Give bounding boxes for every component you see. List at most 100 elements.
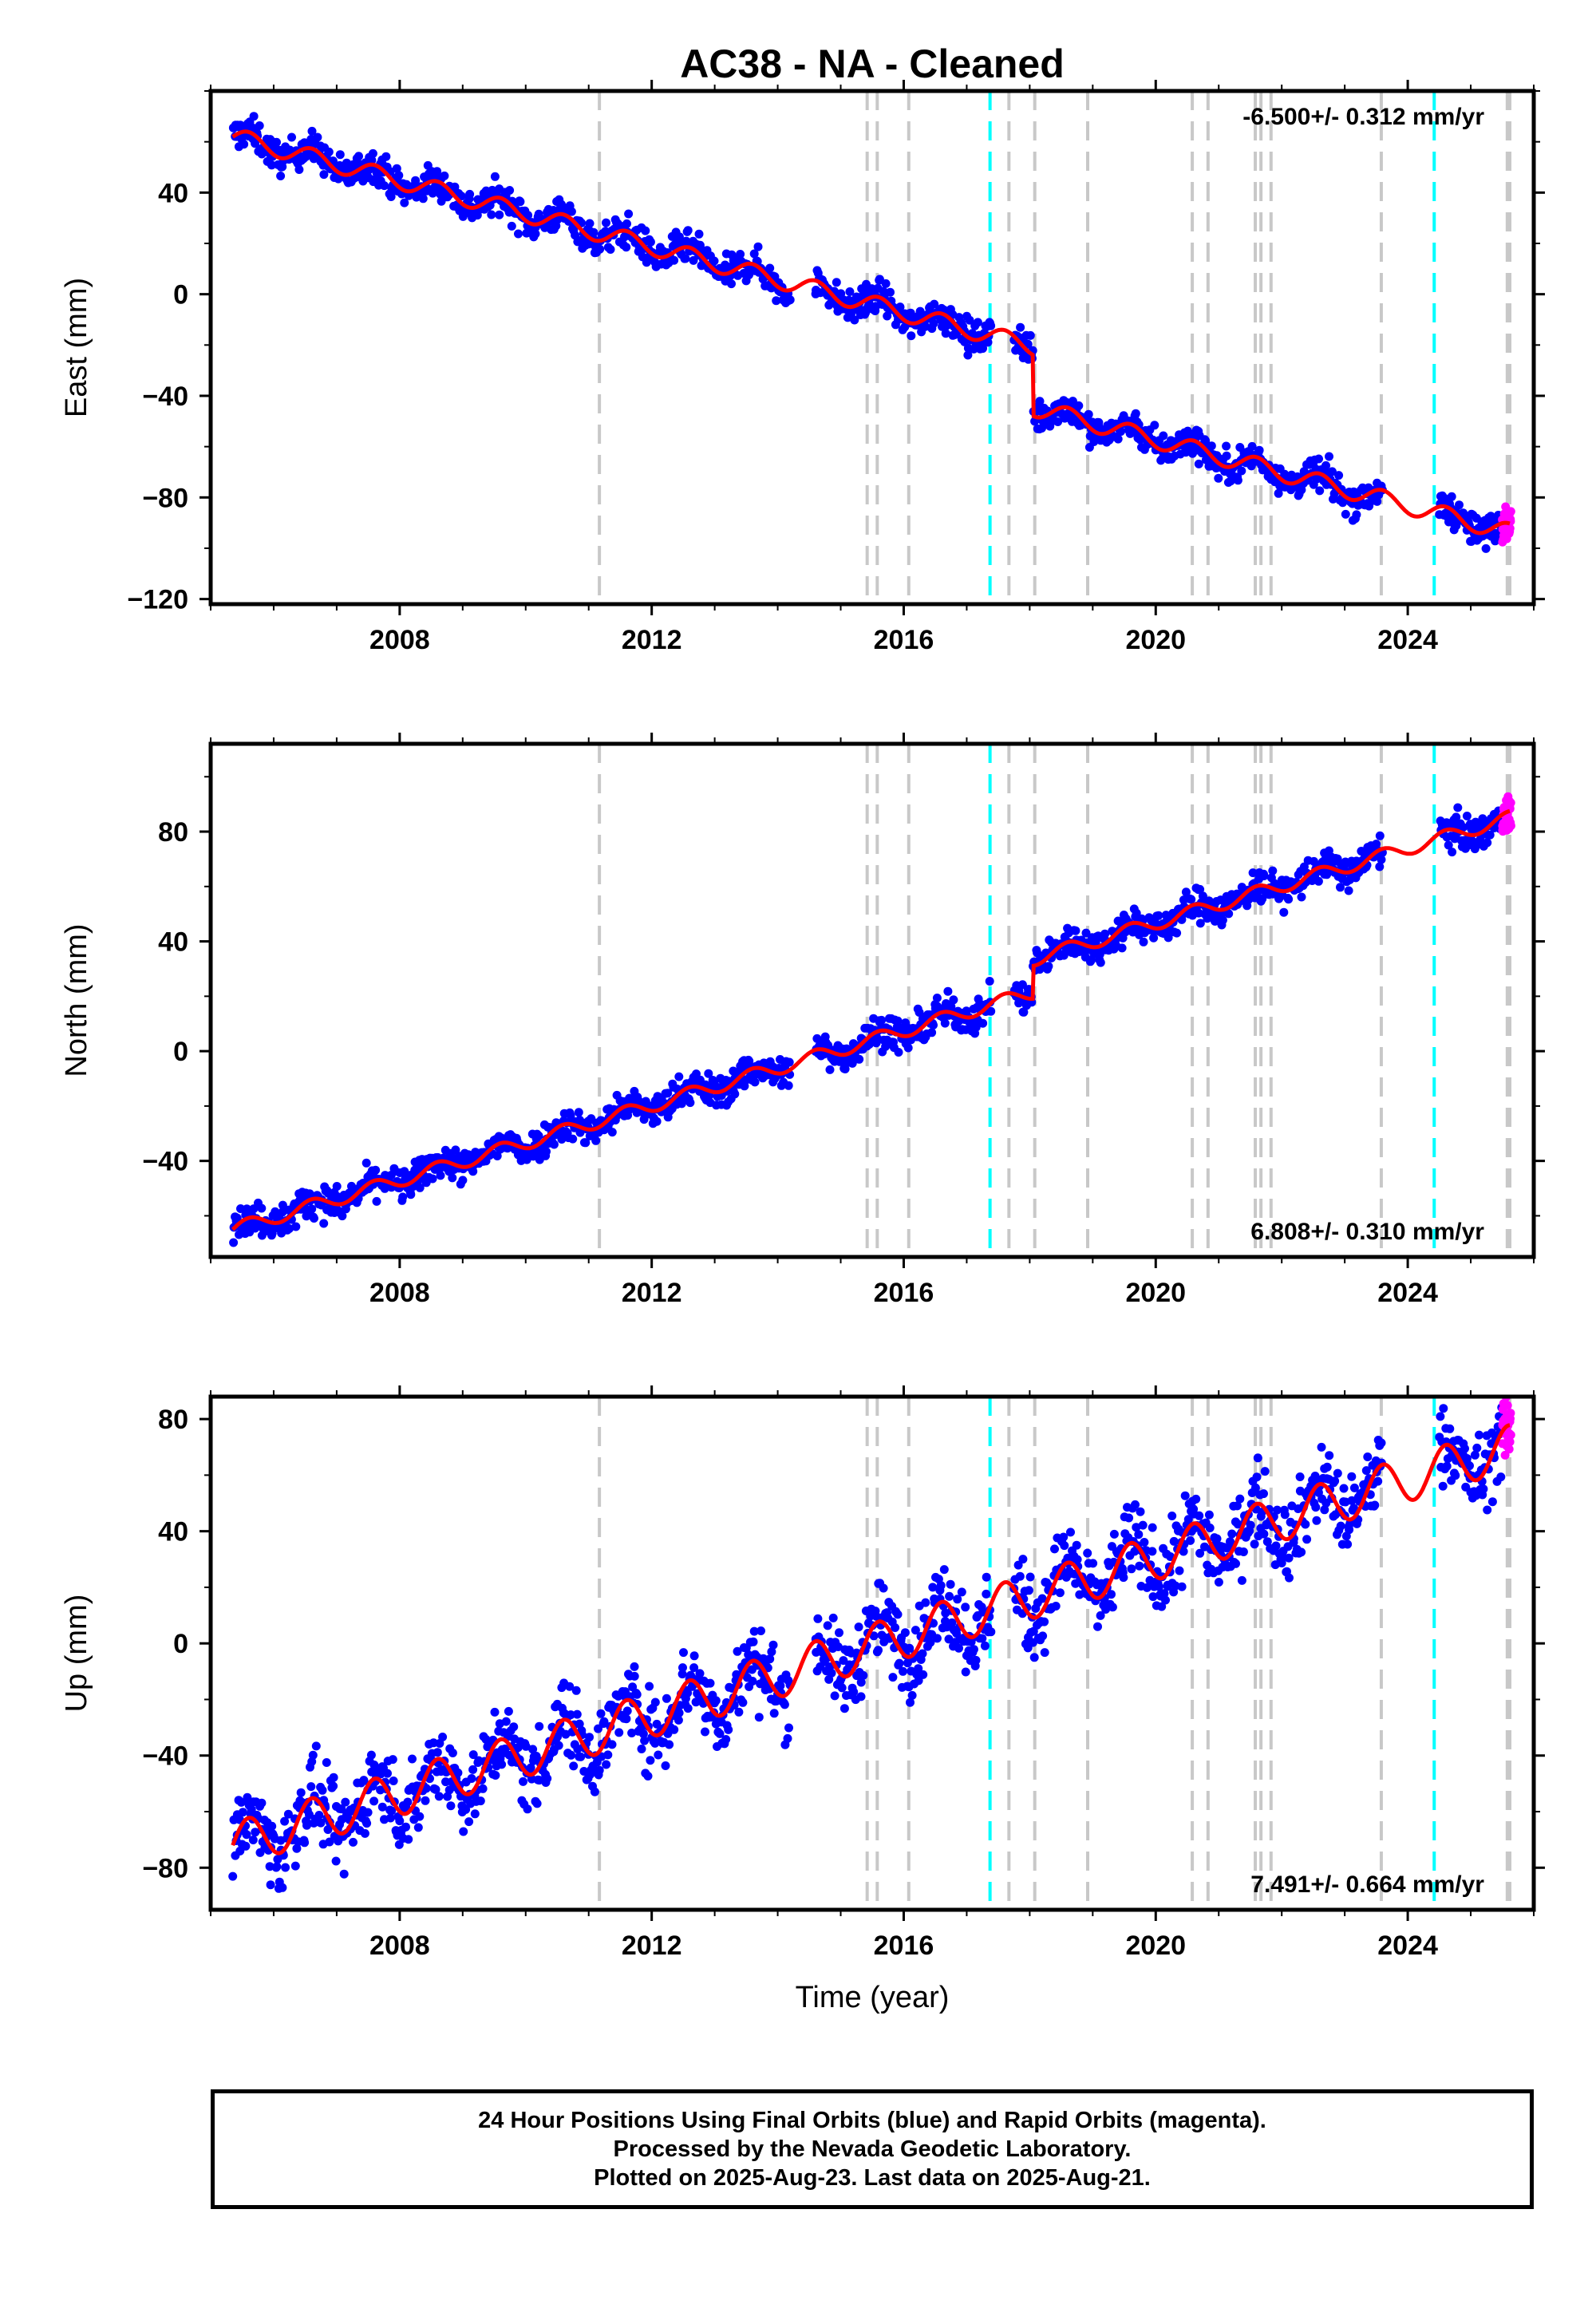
- final-orbit-point: [932, 994, 942, 1002]
- final-orbit-point: [930, 299, 939, 309]
- final-orbit-point: [1455, 500, 1464, 510]
- final-orbit-point: [652, 1719, 662, 1729]
- final-orbit-point: [823, 1621, 832, 1630]
- final-orbit-point: [828, 1613, 838, 1622]
- final-orbit-point: [740, 1081, 749, 1091]
- final-orbit-point: [1140, 1538, 1149, 1547]
- final-orbit-point: [1375, 862, 1385, 871]
- final-orbit-point: [310, 1214, 318, 1223]
- final-orbit-point: [1073, 1555, 1082, 1564]
- final-orbit-point: [1096, 958, 1105, 967]
- plot-area: [229, 744, 1515, 1257]
- final-orbit-point: [1179, 1547, 1188, 1556]
- final-orbit-point: [645, 1682, 654, 1691]
- final-orbit-point: [542, 1147, 551, 1156]
- final-orbit-point: [683, 1688, 693, 1697]
- final-orbit-point: [306, 1782, 316, 1792]
- final-orbit-point: [251, 1828, 260, 1837]
- final-orbit-point: [1238, 1547, 1248, 1556]
- final-orbit-point: [1016, 322, 1025, 332]
- final-orbit-point: [877, 1015, 887, 1025]
- final-orbit-point: [1377, 1438, 1386, 1448]
- final-orbit-point: [1460, 1444, 1469, 1453]
- final-orbit-point: [854, 1622, 863, 1632]
- final-orbit-point: [715, 1729, 725, 1738]
- final-orbit-point: [1370, 1500, 1380, 1510]
- final-orbit-point: [1271, 1541, 1281, 1551]
- final-orbit-point: [531, 229, 540, 239]
- final-orbit-point: [622, 243, 631, 252]
- final-orbit-point: [1218, 915, 1227, 925]
- final-orbit-point: [1233, 1520, 1242, 1529]
- final-orbit-point: [961, 1667, 970, 1677]
- final-orbit-point: [434, 1792, 444, 1801]
- final-orbit-point: [313, 132, 322, 142]
- rapid-orbit-point: [1500, 1380, 1509, 1389]
- final-orbit-point: [507, 221, 516, 231]
- rapid-orbit-point: [1503, 1401, 1512, 1410]
- final-orbit-point: [1302, 1535, 1312, 1544]
- final-orbit-point: [490, 172, 500, 181]
- final-orbit-point: [395, 1816, 405, 1826]
- final-orbit-point: [468, 1750, 478, 1760]
- final-orbit-point: [606, 245, 615, 254]
- final-orbit-point: [1333, 854, 1342, 864]
- final-orbit-point: [438, 1733, 448, 1741]
- final-orbit-point: [1183, 1515, 1193, 1524]
- final-orbit-point: [973, 318, 982, 327]
- final-orbit-point: [1148, 1547, 1157, 1556]
- final-orbit-point: [392, 164, 401, 173]
- final-orbit-point: [730, 1089, 740, 1099]
- final-orbit-point: [329, 1773, 338, 1782]
- final-orbit-point: [413, 1823, 423, 1832]
- final-orbit-point: [1154, 911, 1163, 920]
- chart-title: AC38 - NA - Cleaned: [680, 41, 1065, 86]
- final-orbit-point: [359, 1776, 369, 1785]
- final-orbit-point: [1171, 1581, 1180, 1591]
- final-orbit-point: [349, 1837, 358, 1847]
- final-orbit-point: [914, 1676, 923, 1686]
- final-orbit-point: [497, 1760, 507, 1769]
- final-orbit-point: [490, 1707, 500, 1717]
- final-orbit-point: [957, 1587, 966, 1597]
- final-orbit-point: [724, 1725, 733, 1734]
- final-orbit-point: [1108, 1603, 1117, 1612]
- final-orbit-point: [1250, 1539, 1259, 1549]
- final-orbit-point: [236, 1204, 245, 1213]
- final-orbit-point: [308, 1750, 318, 1760]
- final-orbit-point: [1157, 1602, 1167, 1611]
- final-orbit-point: [1375, 831, 1385, 840]
- y-tick-label: −40: [142, 1147, 188, 1177]
- final-orbit-point: [369, 1796, 379, 1806]
- y-tick-label: −120: [127, 585, 188, 615]
- x-tick-label: 2008: [369, 625, 430, 655]
- final-orbit-point: [1452, 812, 1461, 822]
- y-tick-label: −40: [142, 381, 188, 412]
- final-orbit-point: [1361, 1466, 1371, 1476]
- final-orbit-point: [272, 1862, 282, 1871]
- final-orbit-point: [1227, 1529, 1237, 1539]
- final-orbit-point: [776, 1681, 785, 1690]
- final-orbit-point: [1314, 876, 1323, 886]
- final-orbit-point: [283, 1809, 293, 1819]
- final-orbit-point: [453, 1768, 463, 1777]
- final-orbit-point: [1195, 1511, 1204, 1520]
- final-orbit-point: [341, 1797, 350, 1807]
- final-orbit-point: [543, 1774, 552, 1783]
- final-orbit-point: [1055, 1588, 1065, 1598]
- final-orbit-point: [1349, 1504, 1358, 1513]
- final-orbit-point: [532, 1799, 542, 1808]
- final-orbit-point: [1343, 1539, 1353, 1549]
- final-orbit-point: [1138, 1520, 1148, 1530]
- final-orbit-point: [307, 1204, 317, 1214]
- final-orbit-point: [319, 1219, 329, 1228]
- footer-line-plotted: Plotted on 2025-Aug-23. Last data on 202…: [594, 2165, 1151, 2191]
- final-orbit-point: [738, 1697, 748, 1707]
- final-orbit-point: [969, 1645, 978, 1654]
- final-orbit-point: [478, 1784, 488, 1793]
- final-orbit-point: [1096, 1611, 1105, 1620]
- x-tick-label: 2008: [369, 1931, 430, 1961]
- velocity-rate-label: -6.500+/- 0.312 mm/yr: [1242, 104, 1484, 130]
- final-orbit-point: [1250, 1483, 1260, 1492]
